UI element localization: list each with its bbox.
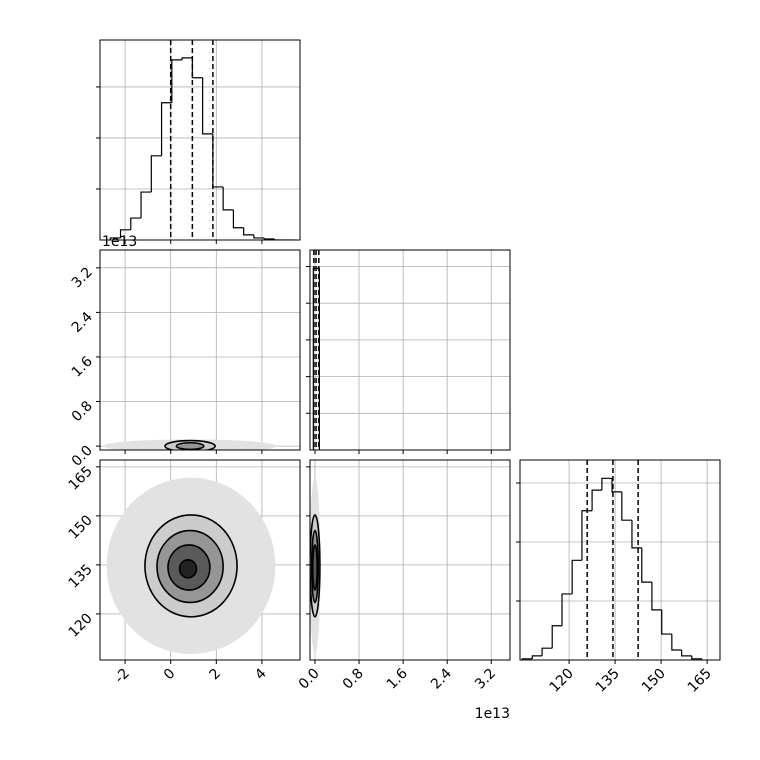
panel-frame <box>99 249 301 451</box>
x-tick-label: 0 <box>161 666 179 684</box>
histogram-step <box>591 489 602 511</box>
x-tick-label: 1.6 <box>384 665 411 692</box>
y-tick-label: 120 <box>66 610 96 640</box>
histogram-step <box>571 559 582 594</box>
x-tick-label: 2.4 <box>428 665 455 692</box>
x-tick-label: 150 <box>639 666 669 696</box>
y-tick-label: 135 <box>66 561 96 591</box>
panel-frame <box>309 249 511 451</box>
histogram-step <box>273 238 285 240</box>
data-area <box>109 40 295 240</box>
histogram-step <box>671 634 682 651</box>
panel-frame <box>309 459 511 661</box>
data-area <box>521 460 703 660</box>
panel: 120 135 150 165 <box>516 459 721 696</box>
histogram-step <box>140 191 152 219</box>
histogram-step <box>181 57 193 60</box>
panel: -2 0 2 4 120 135 150 165 <box>66 459 301 687</box>
histogram-step <box>160 102 172 156</box>
histogram-step <box>541 647 553 656</box>
x-tick-label: 3.2 <box>472 666 499 693</box>
x-tick-label: 4 <box>252 665 270 683</box>
x-tick-label: 165 <box>685 666 715 696</box>
contour <box>311 544 318 591</box>
histogram-step <box>253 234 265 239</box>
histogram-step <box>202 77 213 135</box>
histogram-step <box>651 582 662 611</box>
data-area <box>310 477 321 655</box>
panel-frame <box>99 39 301 241</box>
histogram-step <box>150 155 162 193</box>
histogram-step <box>119 229 131 238</box>
x-tick-label: 0.0 <box>296 666 323 693</box>
data-area <box>103 439 277 450</box>
histogram-step <box>130 217 142 230</box>
y-offset-label: 1e13 <box>102 234 137 250</box>
histogram-step <box>691 655 703 660</box>
histogram-step <box>661 609 672 635</box>
histogram-step <box>243 227 254 236</box>
panel-frame <box>519 459 721 661</box>
histogram-step <box>561 593 573 626</box>
x-offset-label: 1e13 <box>475 706 510 722</box>
histogram-step <box>631 520 642 549</box>
panel <box>96 39 301 244</box>
y-tick-label: 150 <box>66 512 96 542</box>
histogram-step <box>601 477 613 491</box>
histogram-step <box>232 209 244 229</box>
histogram-step <box>109 237 121 240</box>
contour <box>175 441 205 450</box>
data-area <box>312 250 320 450</box>
histogram-step <box>581 510 593 561</box>
panel: 0.0 0.8 1.6 2.4 3.2 1e13 <box>296 459 511 722</box>
x-tick-label: 135 <box>593 666 623 696</box>
x-tick-label: -2 <box>112 666 133 687</box>
histogram-step <box>222 186 234 211</box>
contour <box>178 559 198 579</box>
histogram-step <box>611 478 622 493</box>
data-area <box>106 477 276 655</box>
panel-frame <box>99 459 301 661</box>
y-tick-label: 2.4 <box>69 309 96 336</box>
histogram-step <box>212 133 224 188</box>
histogram-step <box>531 655 543 659</box>
x-tick-label: 120 <box>547 666 577 696</box>
y-tick-label: 165 <box>66 463 96 493</box>
y-tick-label: 0.8 <box>69 398 96 425</box>
histogram-step <box>171 59 183 103</box>
histogram-step <box>621 491 632 521</box>
histogram-step <box>551 625 563 649</box>
histogram-step <box>641 547 652 583</box>
histogram-step <box>191 57 203 79</box>
x-tick-label: 2 <box>207 666 225 684</box>
x-tick-label: 0.8 <box>340 666 367 693</box>
histogram-step <box>263 237 275 240</box>
y-tick-label: 1.6 <box>69 353 96 380</box>
panel <box>306 249 511 454</box>
y-tick-label: 3.2 <box>69 264 96 291</box>
histogram-step <box>681 649 692 657</box>
